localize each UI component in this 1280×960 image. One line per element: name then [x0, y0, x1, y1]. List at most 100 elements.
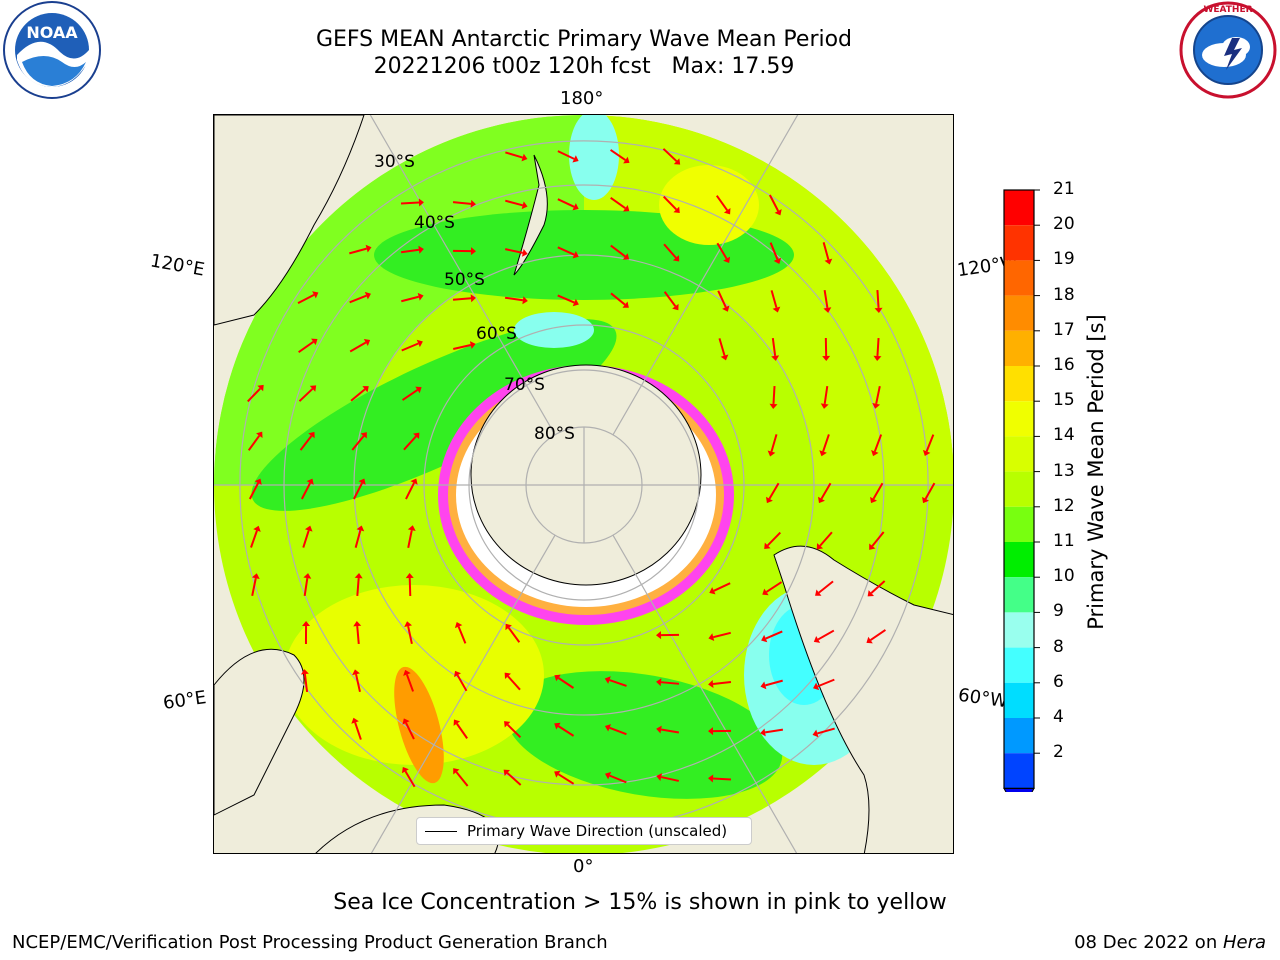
wave-direction-arrow	[401, 342, 419, 352]
wave-direction-arrowhead	[402, 718, 410, 725]
wave-direction-arrowhead	[410, 478, 418, 485]
wave-direction-arrow	[298, 341, 314, 353]
wave-direction-arrowhead	[311, 338, 318, 346]
wave-direction-arrow	[768, 194, 780, 212]
wave-direction-arrow	[819, 531, 833, 547]
wave-direction-arrowhead	[521, 153, 528, 162]
wave-direction-arrowhead	[708, 727, 714, 736]
colorbar-tick-label: 15	[1053, 390, 1075, 411]
wave-direction-arrow	[405, 482, 415, 500]
wave-direction-arrow	[505, 151, 523, 159]
wave-direction-arrow	[297, 293, 315, 305]
colorbar-segment	[1004, 260, 1034, 296]
wave-direction-arrow	[405, 722, 415, 740]
wave-direction-arrow	[405, 674, 415, 692]
wave-direction-arrowhead	[720, 354, 729, 361]
colorbar-tick-label: 10	[1053, 566, 1075, 587]
longitude-line	[612, 115, 799, 436]
wave-direction-arrowhead	[306, 478, 314, 485]
legend-line-swatch	[425, 831, 457, 832]
wave-direction-arrowhead	[723, 256, 731, 264]
wave-direction-arrowhead	[622, 301, 629, 308]
wave-direction-arrow	[765, 679, 783, 687]
wave-direction-arrowhead	[403, 669, 411, 676]
wave-direction-arrow	[610, 292, 626, 306]
wave-direction-arrow	[660, 681, 680, 685]
colorbar-segment	[1004, 718, 1034, 754]
wave-direction-arrow	[505, 199, 523, 207]
land-australia	[214, 115, 365, 326]
wave-direction-arrowhead	[503, 769, 510, 776]
wave-direction-arrowhead	[813, 635, 821, 643]
wave-direction-arrow	[609, 774, 627, 784]
wave-direction-arrowhead	[572, 298, 579, 307]
wave-direction-arrow	[712, 681, 732, 685]
wave-direction-arrowhead	[823, 307, 832, 313]
colorbar-tick-label: 21	[1053, 179, 1075, 199]
wave-direction-arrow	[401, 389, 419, 401]
wave-direction-arrowhead	[554, 674, 561, 682]
wave-direction-arrow	[823, 385, 829, 405]
wave-direction-arrow	[400, 248, 420, 254]
wave-direction-arrowhead	[365, 244, 372, 253]
wave-direction-arrowhead	[302, 621, 311, 627]
map-frame[interactable]: 30°S 40°S 50°S 60°S 70°S 80°S	[213, 114, 954, 854]
wave-direction-arrow	[303, 577, 309, 597]
field-band	[214, 115, 584, 485]
colorbar-segment	[1004, 542, 1034, 578]
wave-direction-arrowhead	[656, 773, 663, 781]
wave-direction-arrow	[770, 434, 778, 452]
wave-direction-arrowhead	[352, 669, 360, 676]
wave-direction-arrowhead	[572, 155, 579, 163]
wave-direction-arrow	[870, 629, 886, 641]
wave-direction-arrowhead	[818, 496, 825, 504]
sea-ice-note: Sea Ice Concentration > 15% is shown in …	[333, 890, 947, 915]
wave-direction-arrow	[355, 673, 361, 693]
wave-direction-arrow	[407, 529, 413, 549]
wave-direction-arrow	[349, 341, 367, 353]
wave-direction-arrow	[299, 435, 313, 451]
wave-direction-arrow	[712, 777, 732, 781]
wave-direction-arrow	[770, 290, 778, 308]
wave-direction-arrowhead	[822, 355, 831, 361]
wave-direction-arrowhead	[312, 291, 319, 299]
lon-label-0: 0°	[573, 856, 594, 877]
wave-direction-arrowhead	[672, 303, 679, 311]
wave-direction-arrowhead	[623, 156, 630, 164]
wave-direction-arrowhead	[572, 251, 579, 259]
wave-direction-arrowhead	[470, 247, 476, 256]
colorbar-segment	[1004, 612, 1034, 648]
wave-direction-arrow	[557, 725, 575, 737]
wave-direction-arrowhead	[771, 355, 780, 361]
map-canvas[interactable]: 30°S 40°S 50°S 60°S 70°S 80°S	[214, 115, 954, 854]
wave-direction-arrow	[356, 625, 360, 645]
wave-direction-arrow	[713, 582, 731, 592]
wave-direction-arrow	[876, 289, 880, 309]
wave-direction-arrowhead	[418, 245, 424, 254]
wave-direction-arrowhead	[469, 341, 476, 349]
wave-direction-arrowhead	[554, 770, 561, 778]
colorbar-tick-label: 13	[1053, 460, 1075, 481]
wave-direction-arrow	[765, 581, 783, 593]
wave-direction-arrow	[557, 773, 575, 785]
wave-direction-arrow	[404, 770, 416, 788]
field-band	[505, 671, 783, 799]
lon-label-60e: 60°E	[161, 687, 208, 714]
colorbar-tick-label: 4	[1053, 707, 1064, 727]
wave-direction-arrowhead	[760, 728, 766, 737]
wave-direction-arrow	[248, 482, 260, 500]
colorbar-tick-label: 2	[1053, 742, 1064, 763]
wave-direction-arrowhead	[709, 587, 716, 595]
wave-direction-arrow	[771, 337, 777, 357]
map-legend: Primary Wave Direction (unscaled)	[416, 817, 752, 845]
wave-direction-arrow	[354, 530, 362, 548]
wave-direction-arrowhead	[415, 386, 422, 394]
wave-direction-arrow	[557, 677, 575, 689]
wave-direction-arrowhead	[251, 573, 260, 579]
wave-direction-arrowhead	[812, 729, 819, 738]
wave-direction-arrowhead	[872, 403, 881, 409]
svg-text:WEATHER: WEATHER	[1203, 5, 1252, 15]
wave-direction-arrow	[507, 627, 521, 643]
wave-direction-arrow	[247, 435, 261, 451]
wave-direction-arrowhead	[813, 682, 820, 691]
